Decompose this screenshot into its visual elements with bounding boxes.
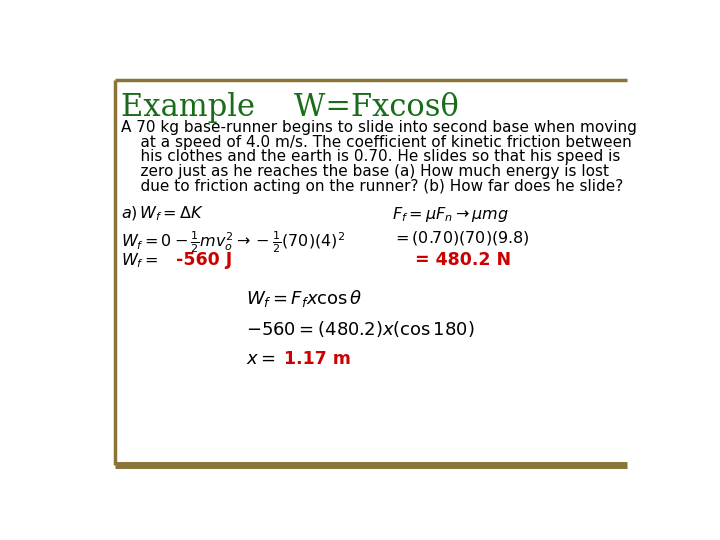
Text: -560 J: -560 J xyxy=(176,251,233,269)
Text: $a)\,W_f = \Delta K$: $a)\,W_f = \Delta K$ xyxy=(121,205,204,224)
Text: $W_f =$: $W_f =$ xyxy=(121,251,158,270)
Text: his clothes and the earth is 0.70. He slides so that his speed is: his clothes and the earth is 0.70. He sl… xyxy=(121,150,621,165)
Text: Example    W=Fxcosθ: Example W=Fxcosθ xyxy=(121,92,459,123)
Text: $x =$: $x =$ xyxy=(246,350,276,368)
Text: $W_f = F_f x\cos\theta$: $W_f = F_f x\cos\theta$ xyxy=(246,288,362,309)
Text: at a speed of 4.0 m/s. The coefficient of kinetic friction between: at a speed of 4.0 m/s. The coefficient o… xyxy=(121,135,632,150)
Text: = 480.2 N: = 480.2 N xyxy=(415,251,511,269)
Text: due to friction acting on the runner? (b) How far does he slide?: due to friction acting on the runner? (b… xyxy=(121,179,624,194)
Text: zero just as he reaches the base (a) How much energy is lost: zero just as he reaches the base (a) How… xyxy=(121,164,609,179)
Text: $W_f = 0 - \frac{1}{2}mv_o^2 \rightarrow -\frac{1}{2}(70)(4)^2$: $W_f = 0 - \frac{1}{2}mv_o^2 \rightarrow… xyxy=(121,229,346,254)
Text: A 70 kg base-runner begins to slide into second base when moving: A 70 kg base-runner begins to slide into… xyxy=(121,120,637,135)
Text: $-560 = (480.2)x(\cos 180)$: $-560 = (480.2)x(\cos 180)$ xyxy=(246,319,474,339)
Text: 1.17 m: 1.17 m xyxy=(284,350,351,368)
Text: $= (0.70)(70)(9.8)$: $= (0.70)(70)(9.8)$ xyxy=(392,229,530,247)
Text: $F_f = \mu F_n \rightarrow \mu mg$: $F_f = \mu F_n \rightarrow \mu mg$ xyxy=(392,205,509,224)
